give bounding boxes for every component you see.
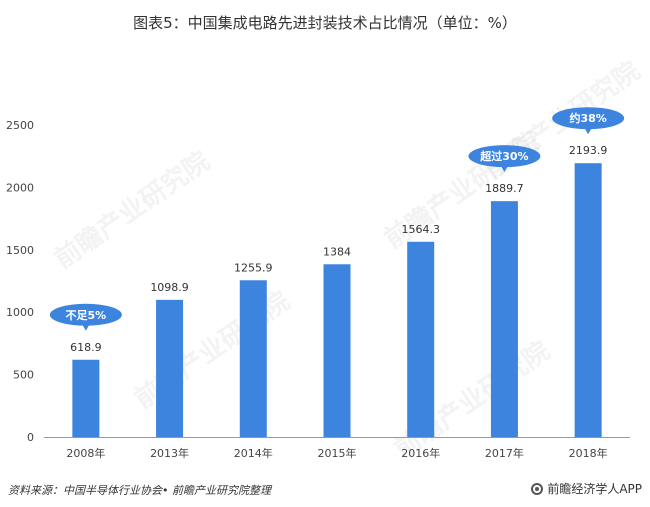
y-tick-label: 2000: [6, 181, 34, 194]
bar: [239, 280, 267, 437]
annotation-text: 超过30%: [479, 149, 528, 163]
bar: [323, 264, 351, 437]
annotation-bubble: 不足5%: [49, 303, 122, 331]
qianzhan-logo-icon: [531, 482, 544, 495]
brand-label: 前瞻经济学人APP: [547, 482, 642, 496]
annotation-shape: [468, 145, 541, 168]
data-label: 1098.9: [150, 281, 189, 294]
y-tick-label: 1000: [6, 306, 34, 319]
bar: [72, 359, 100, 437]
annotation-bubble: 约38%: [552, 107, 625, 135]
data-label: 1255.9: [234, 261, 273, 274]
y-tick-label: 500: [13, 369, 34, 382]
annotations: 不足5% 超过30% 约38%: [49, 107, 625, 331]
x-tick-label: 2014年: [234, 446, 273, 460]
y-tick-label: 1500: [6, 244, 34, 257]
bar: [490, 201, 518, 437]
value-labels: 618.9 1098.9 1255.9 1384 1564.3 1889.7 2193.9: [70, 144, 607, 354]
chart-title: 图表5：中国集成电路先进封装技术占比情况（单位：%）: [133, 14, 517, 32]
bar: [407, 241, 435, 437]
x-tick-label: 2018年: [569, 446, 608, 460]
x-axis-labels: 2008年 2013年 2014年 2015年 2016年 2017年 2018年: [66, 446, 607, 460]
data-label: 618.9: [70, 341, 102, 354]
data-label: 1889.7: [485, 182, 524, 195]
bar: [156, 299, 184, 437]
annotation-pointer: [81, 323, 90, 331]
annotation-shape: [552, 107, 625, 130]
y-tick-label: 0: [27, 431, 34, 444]
bars: [72, 163, 602, 437]
bar: [574, 163, 602, 437]
source-note: 资料来源：中国半导体行业协会• 前瞻产业研究院整理: [8, 484, 271, 497]
y-tick-label: 2500: [6, 119, 34, 132]
x-tick-label: 2015年: [318, 446, 357, 460]
annotation-shape: [49, 303, 122, 326]
y-axis-ticks: 0 500 1000 1500 2000 2500: [6, 119, 630, 444]
annotation-pointer: [584, 127, 593, 135]
annotation-text: 不足5%: [66, 309, 107, 322]
data-label: 1384: [323, 245, 351, 258]
annotation-text: 约38%: [569, 111, 606, 125]
x-tick-label: 2016年: [401, 446, 440, 460]
annotation-pointer: [500, 165, 509, 173]
data-label: 2193.9: [569, 144, 608, 157]
bar-chart: 0 500 1000 1500 2000 2500 618.9 1098.9 1255.9 13…: [6, 107, 630, 460]
brand: 前瞻经济学人APP: [531, 480, 642, 497]
data-label: 1564.3: [401, 223, 440, 236]
x-tick-label: 2017年: [485, 446, 524, 460]
annotation-bubble: 超过30%: [468, 145, 541, 173]
x-tick-label: 2008年: [66, 446, 105, 460]
x-tick-label: 2013年: [150, 446, 189, 460]
